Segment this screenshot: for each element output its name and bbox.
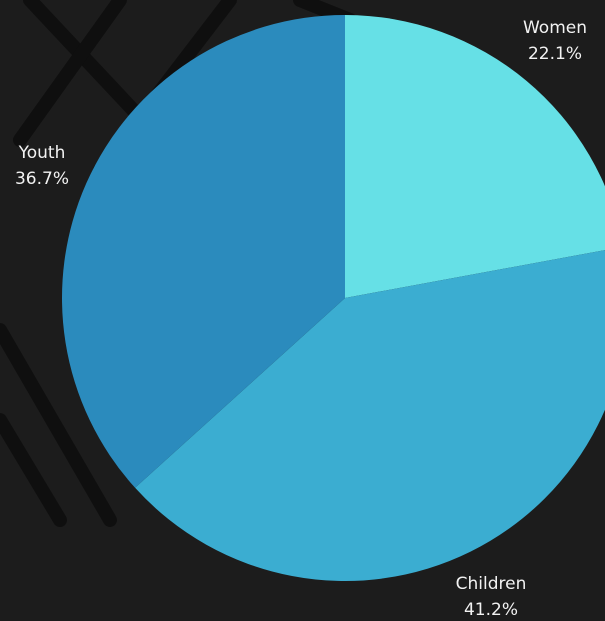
slice-label: Children bbox=[456, 574, 527, 594]
pie-slice bbox=[345, 15, 605, 298]
labels: Women 22.1% Children 41.2% Youth 36.7% bbox=[15, 18, 587, 620]
pie-slice bbox=[62, 15, 346, 488]
slice-label: Women bbox=[523, 18, 587, 38]
pie bbox=[62, 15, 605, 581]
pie-slice bbox=[135, 250, 605, 581]
slice-value-label: 22.1% bbox=[528, 44, 582, 64]
slice-value-label: 41.2% bbox=[464, 600, 518, 620]
slice-label: Youth bbox=[18, 143, 66, 163]
slice-value-label: 36.7% bbox=[15, 169, 69, 189]
